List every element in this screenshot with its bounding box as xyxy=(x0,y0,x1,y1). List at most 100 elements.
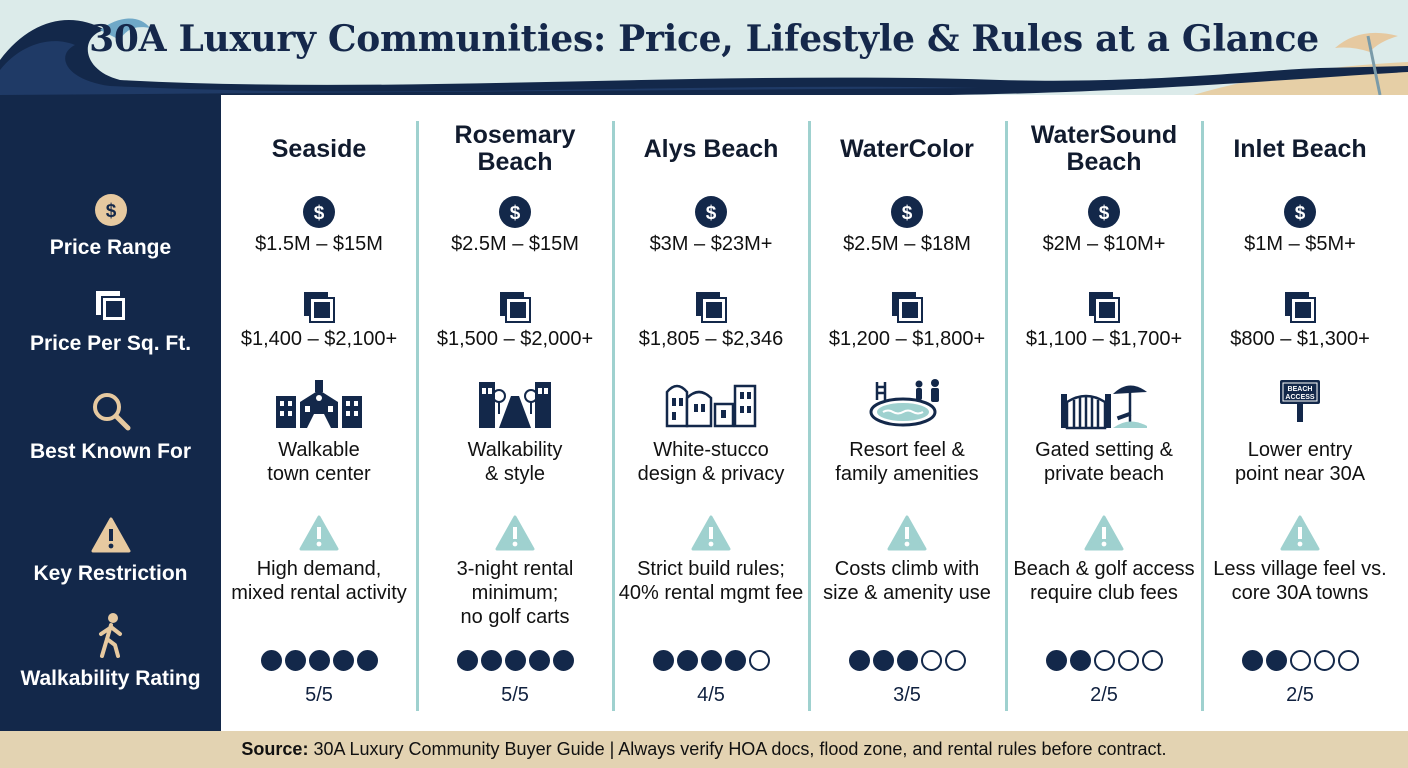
warning-icon xyxy=(1006,515,1202,551)
warning-icon xyxy=(809,515,1005,551)
community-name: Alys Beach xyxy=(643,134,779,163)
svg-text:$: $ xyxy=(706,203,717,224)
page-title: 30A Luxury Communities: Price, Lifestyle… xyxy=(89,18,1319,60)
best-known-for-line: point near 30A xyxy=(1234,463,1366,485)
price-per-sqft-value: $1,100 – $1,700+ xyxy=(1025,328,1183,350)
key-restriction-line: 40% rental mgmt fee xyxy=(618,582,804,604)
best-known-for-line: White-stucco xyxy=(653,439,769,461)
rating-dot-filled xyxy=(872,650,894,671)
warning-icon xyxy=(417,515,613,551)
community-column-alys-beach: Alys Beach $ $3M – $23M+ $1,805 – $2,346 Whi… xyxy=(613,95,809,731)
square-stack-icon xyxy=(417,290,613,324)
svg-text:BEACH: BEACH xyxy=(1288,386,1313,393)
key-restriction-line: mixed rental activity xyxy=(231,582,407,604)
walking-person-icon xyxy=(96,612,126,663)
dollar-icon: $ xyxy=(809,195,1005,229)
source-footer: Source: 30A Luxury Community Buyer Guide… xyxy=(0,731,1408,768)
best-known-for-line: family amenities xyxy=(835,463,979,485)
rating-dot-filled xyxy=(676,650,698,671)
rating-dot-filled xyxy=(456,650,478,671)
column-divider xyxy=(416,121,419,711)
white-buildings-icon xyxy=(613,378,809,428)
price-range-value: $1.5M – $15M xyxy=(255,233,383,255)
walkability-score: 3/5 xyxy=(893,684,921,706)
svg-text:$: $ xyxy=(510,203,521,224)
best-known-for-line: Gated setting & xyxy=(1035,439,1173,461)
row-label-key-restriction: Key Restriction xyxy=(0,517,221,586)
best-known-for-line: Walkable xyxy=(278,439,360,461)
rating-dot-filled xyxy=(1241,650,1263,671)
row-label-best-known-for: Best Known For xyxy=(0,391,221,464)
key-restriction-line: no golf carts xyxy=(460,606,570,628)
warning-icon xyxy=(91,517,131,558)
key-restriction-line: Beach & golf access xyxy=(1013,558,1195,580)
rating-dot-empty xyxy=(1313,650,1335,671)
warning-icon xyxy=(613,515,809,551)
dollar-icon: $ xyxy=(221,195,417,229)
community-column-rosemary-beach: Rosemary Beach $ $2.5M – $15M $1,500 – $2,0… xyxy=(417,95,613,731)
row-label-price-per-sqft: Price Per Sq. Ft. xyxy=(0,289,221,356)
best-known-for-text: Lower entry point near 30A xyxy=(1194,438,1406,486)
walkability-score: 4/5 xyxy=(697,684,725,706)
dollar-icon: $ xyxy=(1006,195,1202,229)
row-label-walkability: Walkability Rating xyxy=(0,612,221,691)
price-per-sqft-value: $800 – $1,300+ xyxy=(1230,328,1370,350)
key-restriction-line: core 30A towns xyxy=(1231,582,1369,604)
best-known-for-text: Walkability & style xyxy=(409,438,621,486)
key-restriction-text: Less village feel vs. core 30A towns xyxy=(1194,557,1406,605)
warning-icon xyxy=(221,515,417,551)
row-label-text: Key Restriction xyxy=(33,562,188,585)
best-known-for-line: Walkability xyxy=(467,439,563,461)
town-hall-icon xyxy=(221,378,417,430)
key-restriction-text: Strict build rules; 40% rental mgmt fee xyxy=(605,557,817,605)
rating-dot-filled xyxy=(308,650,330,671)
rating-dot-filled xyxy=(896,650,918,671)
rating-dot-empty xyxy=(1289,650,1311,671)
price-per-sqft-value: $1,400 – $2,100+ xyxy=(240,328,398,350)
square-stack-icon xyxy=(613,290,809,324)
header-wave-banner xyxy=(0,0,1408,110)
rating-dot-filled xyxy=(356,650,378,671)
svg-text:$: $ xyxy=(902,203,913,224)
rating-dot-filled xyxy=(552,650,574,671)
rating-dot-filled xyxy=(700,650,722,671)
dollar-icon: $ xyxy=(94,193,128,232)
best-known-for-line: Resort feel & xyxy=(849,439,965,461)
rating-dot-empty xyxy=(1117,650,1139,671)
walkability-dots xyxy=(1006,650,1202,671)
rating-dot-filled xyxy=(848,650,870,671)
key-restriction-line: Strict build rules; xyxy=(637,558,785,580)
key-restriction-line: require club fees xyxy=(1030,582,1178,604)
rating-dot-filled xyxy=(260,650,282,671)
community-name: Seaside xyxy=(271,134,367,163)
rating-dot-filled xyxy=(528,650,550,671)
key-restriction-line: High demand, xyxy=(256,558,382,580)
walkability-score: 5/5 xyxy=(501,684,529,706)
community-name: Inlet Beach xyxy=(1233,134,1367,163)
walkability-score: 5/5 xyxy=(305,684,333,706)
source-label: Source: xyxy=(241,739,309,759)
best-known-for-line: town center xyxy=(267,463,371,485)
community-name: WaterColor xyxy=(840,134,974,163)
rating-dot-empty xyxy=(748,650,770,671)
best-known-for-line: private beach xyxy=(1043,463,1165,485)
walkability-score: 2/5 xyxy=(1090,684,1118,706)
row-label-text: Walkability Rating xyxy=(20,667,201,690)
gate-umbrella-icon xyxy=(1006,378,1202,430)
warning-icon xyxy=(1202,515,1398,551)
price-per-sqft-value: $1,200 – $1,800+ xyxy=(828,328,986,350)
rating-dot-filled xyxy=(480,650,502,671)
dollar-icon: $ xyxy=(1202,195,1398,229)
square-stack-icon xyxy=(221,290,417,324)
price-range-value: $2.5M – $18M xyxy=(843,233,971,255)
rating-dot-filled xyxy=(1069,650,1091,671)
key-restriction-line: size & amenity use xyxy=(823,582,991,604)
rating-dot-empty xyxy=(944,650,966,671)
tree-lined-street-icon xyxy=(417,378,613,430)
dollar-icon: $ xyxy=(613,195,809,229)
best-known-for-line: & style xyxy=(484,463,546,485)
row-label-price-range: $ Price Range xyxy=(0,193,221,260)
walkability-dots xyxy=(809,650,1005,671)
beach-umbrella-icon xyxy=(1335,32,1398,96)
svg-text:$: $ xyxy=(1099,203,1110,224)
